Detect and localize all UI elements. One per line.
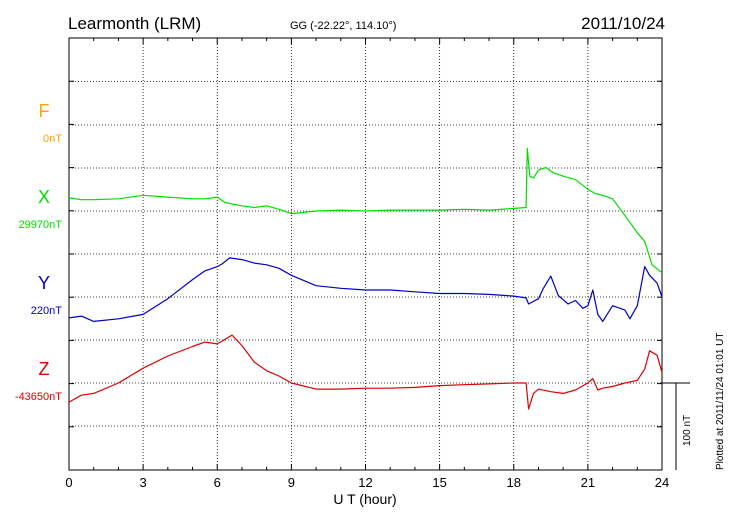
x-tick-label: 15 <box>432 475 446 490</box>
series-line-Y <box>68 257 663 322</box>
x-tick-label: 9 <box>288 475 295 490</box>
scale-bar: 100 nT <box>660 382 693 470</box>
axis-ticks <box>68 37 663 471</box>
coords-label: GG (-22.22°, 114.10°) <box>290 20 396 32</box>
x-tick-label: 3 <box>140 475 147 490</box>
date-label: 2011/10/24 <box>581 14 665 33</box>
plotted-timestamp: Plotted at 2011/11/24 01:01 UT <box>715 332 726 470</box>
series-group <box>68 147 663 410</box>
channel-name-F: F <box>39 101 50 121</box>
x-axis-label: U T (hour) <box>333 491 396 507</box>
x-tick-labels: 0 3 6 9 12 15 18 21 24 <box>65 475 669 490</box>
x-tick-label: 24 <box>655 475 669 490</box>
x-tick-label: 18 <box>507 475 521 490</box>
channel-baseline-Z: -43650nT <box>15 391 62 403</box>
channel-baseline-F: 0nT <box>43 133 62 145</box>
channel-name-Y: Y <box>38 273 50 293</box>
channel-name-Z: Z <box>39 359 50 379</box>
grid-lines <box>69 38 662 470</box>
channel-baseline-Y: 220nT <box>31 305 62 317</box>
scale-label: 100 nT <box>682 415 693 446</box>
station-title: Learmonth (LRM) <box>68 14 201 33</box>
channel-baseline-X: 29970nT <box>19 219 63 231</box>
x-tick-label: 21 <box>581 475 595 490</box>
channel-labels: F 0nT X 29970nT Y 220nT Z -43650nT <box>15 101 62 403</box>
series-line-Z <box>68 334 663 410</box>
x-tick-label: 12 <box>358 475 372 490</box>
x-tick-label: 0 <box>65 475 72 490</box>
series-line-X <box>68 147 663 274</box>
x-tick-label: 6 <box>214 475 221 490</box>
channel-name-X: X <box>38 187 50 207</box>
